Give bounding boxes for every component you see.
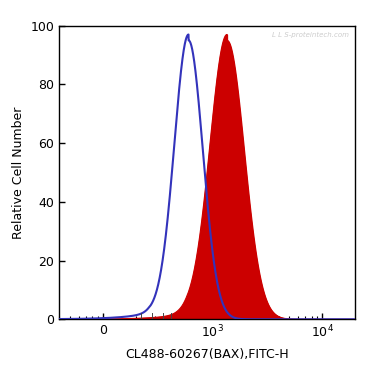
X-axis label: CL488-60267(BAX),FITC-H: CL488-60267(BAX),FITC-H: [125, 348, 289, 361]
Y-axis label: Relative Cell Number: Relative Cell Number: [12, 106, 25, 239]
Text: L L S-proteintech.com: L L S-proteintech.com: [272, 32, 349, 38]
